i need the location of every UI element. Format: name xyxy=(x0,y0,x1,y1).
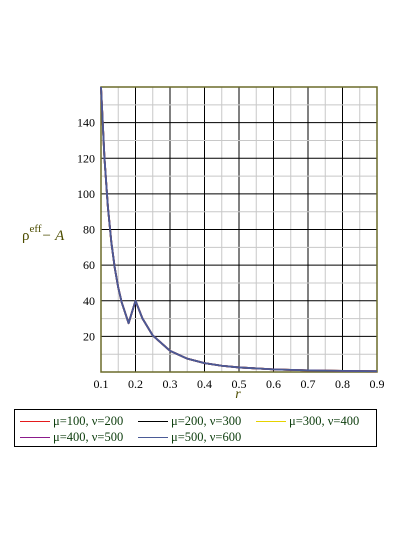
y-axis-label-sup: eff xyxy=(30,223,42,235)
legend-label-1: μ=100, ν=200 xyxy=(53,414,124,428)
y-axis-label-tail: − A xyxy=(42,228,66,244)
y-axis-label-main: ρ xyxy=(22,228,30,244)
series-line-5 xyxy=(100,86,378,373)
x-tick-label: 0.4 xyxy=(197,377,212,391)
legend-swatch-3 xyxy=(256,421,286,422)
legend-swatch-2 xyxy=(138,421,168,422)
x-tick-label: 0.8 xyxy=(335,377,350,391)
legend-swatch-4 xyxy=(20,437,50,438)
legend-item-3: μ=300, ν=400 xyxy=(256,414,359,429)
x-tick-label: 0.3 xyxy=(163,377,178,391)
x-tick-label: 0.7 xyxy=(301,377,316,391)
y-tick-label: 120 xyxy=(77,151,95,165)
x-tick-label: 0.5 xyxy=(232,377,247,391)
series-lines xyxy=(100,86,378,373)
legend-item-4: μ=400, ν=500 xyxy=(20,430,123,445)
x-axis-label: r xyxy=(235,387,241,402)
x-tick-label: 0.2 xyxy=(128,377,143,391)
legend-item-1: μ=100, ν=200 xyxy=(20,414,123,429)
y-tick-label: 20 xyxy=(83,329,95,343)
y-tick-label: 140 xyxy=(77,116,95,130)
plot-frame xyxy=(100,86,378,373)
legend-swatch-1 xyxy=(20,421,50,422)
tick-labels: 0.1 0.2 0.3 0.4 0.5 0.6 0.7 0.8 0.9 20 40 60 80 100 12… xyxy=(77,116,385,391)
legend-item-2: μ=200, ν=300 xyxy=(138,414,241,429)
x-tick-label: 0.9 xyxy=(370,377,385,391)
legend-label-2: μ=200, ν=300 xyxy=(171,414,242,428)
grid xyxy=(100,86,378,373)
plot-border xyxy=(100,86,378,373)
y-tick-label: 60 xyxy=(83,258,95,272)
legend-label-3: μ=300, ν=400 xyxy=(289,414,360,428)
y-axis-label: ρeff− A xyxy=(22,223,65,244)
y-tick-label: 80 xyxy=(83,223,95,237)
legend-item-5: μ=500, ν=600 xyxy=(138,430,241,445)
legend-label-4: μ=400, ν=500 xyxy=(53,430,124,444)
legend: μ=100, ν=200 μ=200, ν=300 μ=300, ν=400 μ… xyxy=(14,409,377,447)
x-tick-label: 0.1 xyxy=(94,377,109,391)
legend-swatch-5 xyxy=(138,437,168,438)
y-tick-label: 40 xyxy=(83,294,95,308)
legend-label-5: μ=500, ν=600 xyxy=(171,430,242,444)
x-tick-label: 0.6 xyxy=(266,377,281,391)
y-tick-label: 100 xyxy=(77,187,95,201)
